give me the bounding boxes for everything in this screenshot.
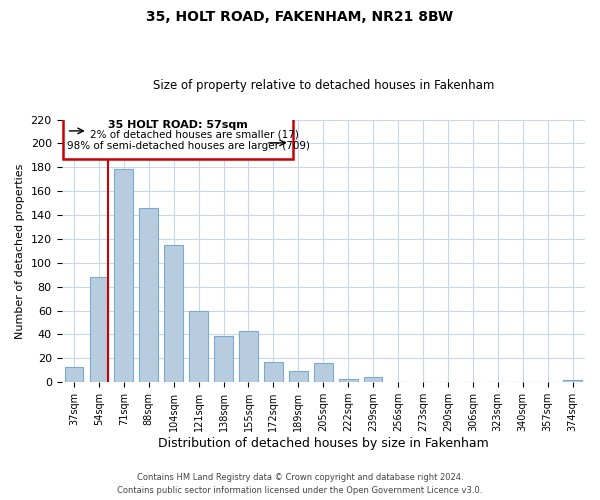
Title: Size of property relative to detached houses in Fakenham: Size of property relative to detached ho… [152,79,494,92]
Text: 35, HOLT ROAD, FAKENHAM, NR21 8BW: 35, HOLT ROAD, FAKENHAM, NR21 8BW [146,10,454,24]
Bar [164,245,183,382]
X-axis label: Distribution of detached houses by size in Fakenham: Distribution of detached houses by size … [158,437,488,450]
Bar [289,372,308,382]
Bar [239,331,258,382]
Bar [189,310,208,382]
Bar [139,208,158,382]
Text: Contains HM Land Registry data © Crown copyright and database right 2024.
Contai: Contains HM Land Registry data © Crown c… [118,474,482,495]
Text: 35 HOLT ROAD: 57sqm: 35 HOLT ROAD: 57sqm [108,120,248,130]
Bar [264,362,283,382]
Bar [314,363,332,382]
Bar [115,168,133,382]
Bar [364,378,382,382]
Bar [63,117,293,159]
Bar [339,378,358,382]
Bar [65,366,83,382]
Text: 98% of semi-detached houses are larger (709): 98% of semi-detached houses are larger (… [67,141,310,151]
Y-axis label: Number of detached properties: Number of detached properties [15,163,25,338]
Bar [89,277,108,382]
Text: 2% of detached houses are smaller (17): 2% of detached houses are smaller (17) [90,129,299,139]
Bar [563,380,582,382]
Bar [214,336,233,382]
